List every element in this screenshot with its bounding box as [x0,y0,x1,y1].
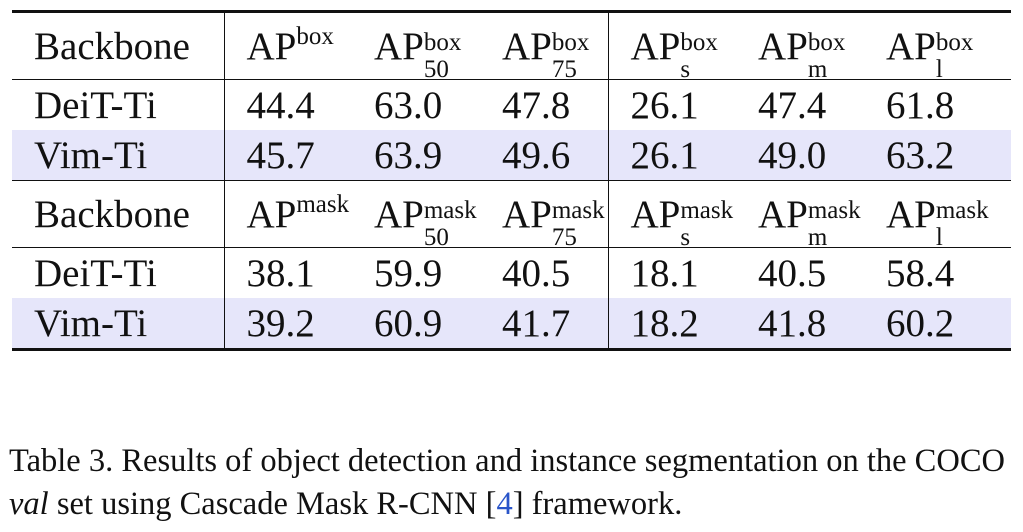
header-metric: AP mask l [864,180,1011,251]
metric-subscript: s [680,55,691,83]
table-row: DeiT-Ti 38.1 59.9 40.5 18.1 40.5 58.4 [12,247,1011,298]
backbone-name: Vim-Ti [12,130,224,181]
metric-value: 63.0 [352,79,480,130]
header-metric: AP box l [864,10,1011,83]
metric-superscript: box [551,28,590,56]
table-row: Vim-Ti 45.7 63.9 49.6 26.1 49.0 63.2 [12,130,1011,181]
metric-superscript: mask [680,196,734,224]
metric-superscript: box [680,28,718,56]
metric-superscript: mask [935,196,989,224]
metric-subscript: 50 [423,223,449,251]
header-metric: AP mask m [736,180,864,251]
table-row: Vim-Ti 39.2 60.9 41.7 18.2 41.8 60.2 [12,298,1011,351]
header-metric: APmask [223,180,352,248]
metric-superscript: mask [423,196,477,224]
metric-value: 44.4 [223,79,352,130]
header-metric: AP mask 50 [352,180,480,251]
metric-value: 26.1 [607,79,736,130]
metric-base: AP [886,24,936,68]
metric-value: 38.1 [223,247,352,298]
header-backbone: Backbone [12,10,224,80]
metric-base: AP [246,192,297,236]
metric-superscript: box [935,28,974,56]
metric-subscript: l [935,223,943,251]
metric-base: AP [374,192,424,236]
metric-value: 41.8 [736,298,864,351]
table-row: DeiT-Ti 44.4 63.0 47.8 26.1 47.4 61.8 [12,79,1011,130]
header-metric: AP mask 75 [480,180,608,251]
backbone-name: DeiT-Ti [12,79,224,130]
metric-value: 18.1 [607,247,736,298]
metric-base: AP [502,24,552,68]
results-table-body: Backbone APbox AP box 50 AP box 75 AP box s AP box m A… [12,10,1011,351]
metric-superscript: box [807,28,846,56]
header-metric: AP box s [607,10,736,83]
metric-subscript: 75 [551,223,577,251]
metric-subscript: 50 [423,55,449,83]
metric-value: 40.5 [480,247,608,298]
metric-value: 63.9 [352,130,480,181]
table-header-row: Backbone APmask AP mask 50 AP mask 75 AP mask s AP m… [12,180,1011,251]
metric-value: 47.4 [736,79,864,130]
metric-subscript: m [807,223,828,251]
metric-subscript: l [935,55,943,83]
metric-base: AP [630,24,681,68]
metric-value: 47.8 [480,79,608,130]
metric-base: AP [758,192,808,236]
metric-superscript: mask [551,196,605,224]
caption-text-1: Table 3. Results of object detection and… [9,443,1005,479]
results-table: Backbone APbox AP box 50 AP box 75 AP box s AP box m A… [12,10,1011,351]
metric-base: AP [758,24,808,68]
header-metric: AP box m [736,10,864,83]
metric-base: AP [246,24,297,68]
metric-base: AP [630,192,681,236]
metric-value: 58.4 [864,247,1011,298]
header-metric: APbox [223,10,352,80]
backbone-name: DeiT-Ti [12,247,224,298]
metric-value: 49.6 [480,130,608,181]
header-metric: AP box 75 [480,10,608,83]
metric-superscript: mask [807,196,861,224]
backbone-name: Vim-Ti [12,298,224,351]
table-header-row: Backbone APbox AP box 50 AP box 75 AP box s AP box m A… [12,10,1011,83]
metric-base: AP [886,192,936,236]
results-table-wrapper: Backbone APbox AP box 50 AP box 75 AP box s AP box m A… [12,10,1011,351]
metric-subscript: m [807,55,828,83]
metric-superscript: box [423,28,462,56]
metric-subscript: 75 [551,55,577,83]
header-metric: AP box 50 [352,10,480,83]
metric-value: 59.9 [352,247,480,298]
caption-text-3: ] framework. [512,486,683,522]
metric-value: 60.9 [352,298,480,351]
metric-superscript: box [296,22,334,50]
header-metric: AP mask s [607,180,736,251]
metric-base: AP [502,192,552,236]
metric-value: 26.1 [607,130,736,181]
metric-subscript: s [680,223,691,251]
metric-value: 60.2 [864,298,1011,351]
metric-base: AP [374,24,424,68]
caption-citation-link[interactable]: 4 [496,486,513,522]
metric-value: 18.2 [607,298,736,351]
header-backbone: Backbone [12,180,224,248]
caption-text-2: set using Cascade Mask R-CNN [ [48,486,497,522]
table-caption: Table 3. Results of object detection and… [9,440,1019,526]
metric-value: 40.5 [736,247,864,298]
caption-italic-val: val [9,486,49,522]
metric-value: 49.0 [736,130,864,181]
metric-value: 41.7 [480,298,608,351]
metric-superscript: mask [296,190,350,218]
metric-value: 39.2 [223,298,352,351]
metric-value: 61.8 [864,79,1011,130]
metric-value: 63.2 [864,130,1011,181]
metric-value: 45.7 [223,130,352,181]
